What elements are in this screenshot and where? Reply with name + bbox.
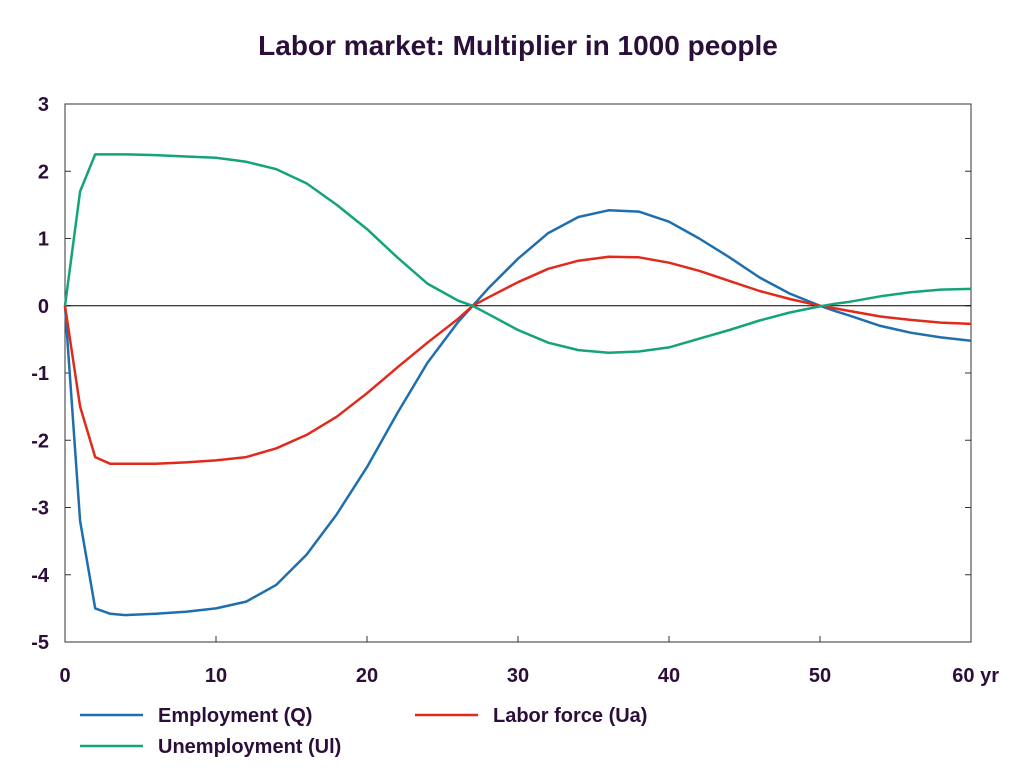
y-tick-label: 2 [38,161,49,183]
series-line [63,153,972,355]
y-tick-label: -5 [31,632,49,654]
y-tick-label: 0 [38,296,49,318]
series-line [63,255,972,466]
x-tick-label: 60 yr [952,665,999,687]
y-tick-label: -2 [31,430,49,452]
plot-frame [64,103,972,643]
series-line [63,209,972,617]
y-tick-label: 3 [38,94,49,116]
x-tick-label: 10 [205,665,227,687]
y-tick-label: 1 [38,229,49,251]
x-tick-label: 40 [658,665,680,687]
legend-label: Unemployment (Ul) [158,736,341,758]
x-tick-label: 30 [507,665,529,687]
y-tick-label: -4 [31,565,50,587]
y-tick-label: -3 [31,498,49,520]
chart-title: Labor market: Multiplier in 1000 people [258,30,778,61]
legend-label: Labor force (Ua) [493,705,647,727]
x-tick-label: 50 [809,665,831,687]
x-tick-label: 0 [59,665,70,687]
x-tick-label: 20 [356,665,378,687]
y-tick-label: -1 [31,363,49,385]
legend-label: Employment (Q) [158,705,312,727]
